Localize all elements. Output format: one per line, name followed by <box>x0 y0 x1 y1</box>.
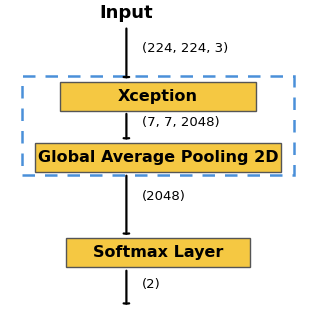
Text: (2): (2) <box>142 278 161 290</box>
Text: Xception: Xception <box>118 89 198 104</box>
Text: (2048): (2048) <box>142 190 186 203</box>
FancyBboxPatch shape <box>66 238 250 267</box>
Text: Input: Input <box>100 4 153 22</box>
Text: (7, 7, 2048): (7, 7, 2048) <box>142 116 220 129</box>
Text: (224, 224, 3): (224, 224, 3) <box>142 43 228 55</box>
FancyBboxPatch shape <box>60 82 256 111</box>
FancyBboxPatch shape <box>35 143 281 172</box>
Text: Softmax Layer: Softmax Layer <box>93 245 223 260</box>
Text: Global Average Pooling 2D: Global Average Pooling 2D <box>38 150 278 165</box>
